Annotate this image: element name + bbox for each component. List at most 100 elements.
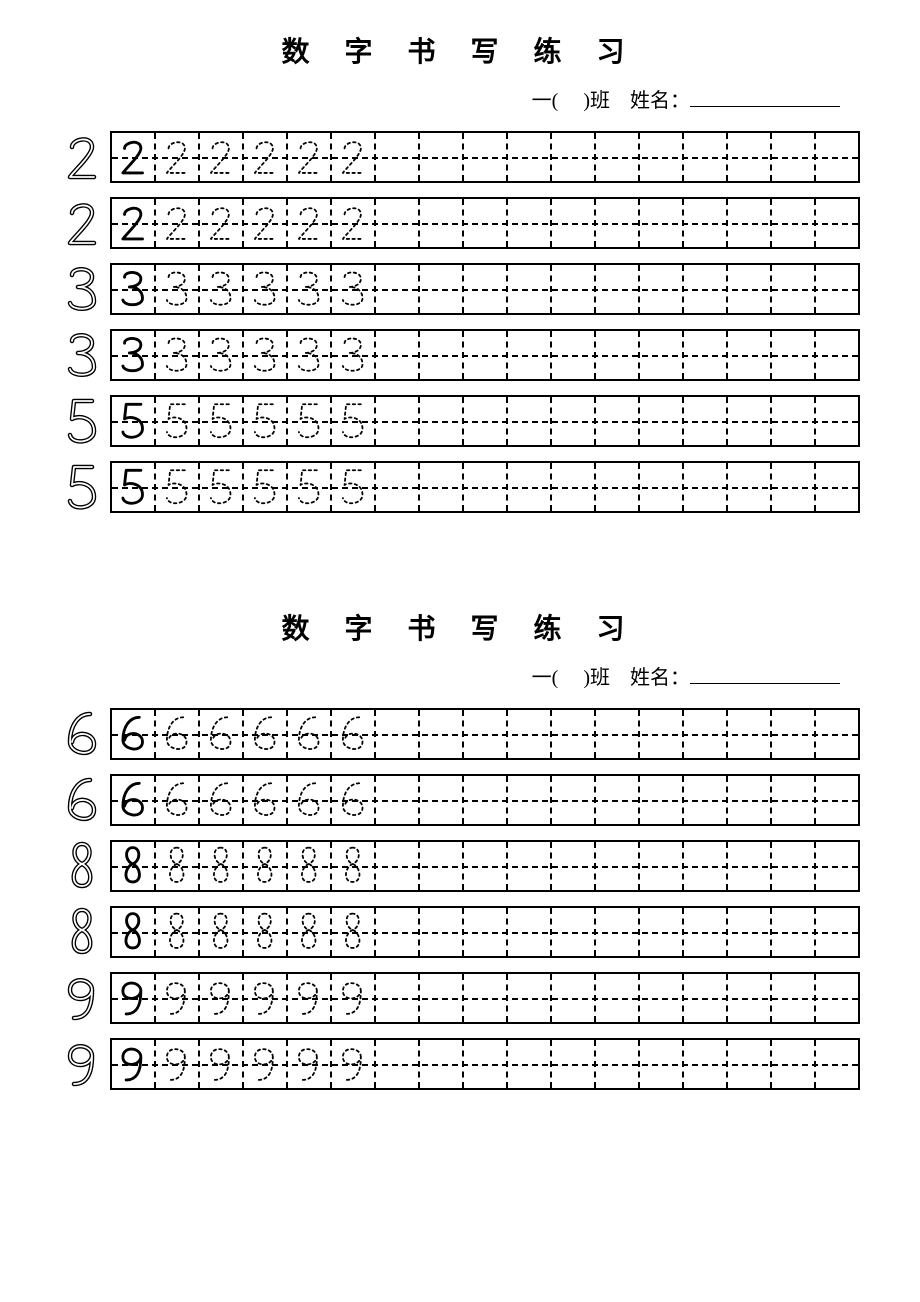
name-blank [690, 87, 840, 107]
grid-cell [596, 199, 640, 247]
practice-row [60, 906, 860, 958]
writing-grid [110, 972, 860, 1024]
grid-cell [552, 1040, 596, 1088]
grid-cell [816, 133, 858, 181]
grid-cell [816, 265, 858, 313]
grid-cell [420, 1040, 464, 1088]
grid-cell [552, 463, 596, 511]
grid-cell [684, 265, 728, 313]
rows-container [60, 131, 860, 513]
grid-cell [376, 199, 420, 247]
example-digit-3 [60, 263, 104, 315]
grid-cell [376, 265, 420, 313]
grid-cell [332, 908, 376, 956]
grid-cell [684, 199, 728, 247]
grid-cell [200, 265, 244, 313]
grid-cell [508, 710, 552, 758]
grid-cell [772, 776, 816, 824]
grid-cell [684, 463, 728, 511]
worksheet-title: 数 字 书 写 练 习 [60, 607, 860, 647]
grid-cell [816, 463, 858, 511]
grid-cell [816, 710, 858, 758]
grid-cell [464, 776, 508, 824]
grid-cell [772, 1040, 816, 1088]
grid-cell [200, 842, 244, 890]
grid-cell [200, 776, 244, 824]
grid-cell [464, 133, 508, 181]
grid-cell [112, 199, 156, 247]
grid-cell [508, 397, 552, 445]
grid-cell [376, 842, 420, 890]
grid-cell [112, 265, 156, 313]
grid-cell [420, 331, 464, 379]
grid-cell [244, 133, 288, 181]
grid-cell [288, 974, 332, 1022]
grid-cell [772, 133, 816, 181]
name-label: 姓名： [630, 667, 690, 689]
grid-cell [772, 710, 816, 758]
grid-cell [596, 1040, 640, 1088]
grid-cell [552, 710, 596, 758]
grid-cell [816, 974, 858, 1022]
example-digit-9 [60, 972, 104, 1024]
grid-cell [552, 908, 596, 956]
grid-cell [508, 199, 552, 247]
grid-cell [728, 397, 772, 445]
writing-grid [110, 197, 860, 249]
grid-cell [376, 776, 420, 824]
grid-cell [288, 776, 332, 824]
grid-cell [244, 974, 288, 1022]
grid-cell [244, 1040, 288, 1088]
grid-cell [684, 397, 728, 445]
grid-cell [332, 265, 376, 313]
grid-cell [156, 710, 200, 758]
grid-cell [288, 710, 332, 758]
worksheet-section: 数 字 书 写 练 习 一( )班 姓名： [0, 577, 920, 1154]
grid-cell [728, 265, 772, 313]
grid-cell [816, 776, 858, 824]
grid-cell [640, 265, 684, 313]
class-prefix: 一( [532, 667, 559, 689]
grid-cell [464, 974, 508, 1022]
grid-cell [156, 133, 200, 181]
example-digit-6 [60, 774, 104, 826]
grid-cell [156, 265, 200, 313]
grid-cell [728, 974, 772, 1022]
writing-grid [110, 840, 860, 892]
grid-cell [508, 133, 552, 181]
grid-cell [200, 199, 244, 247]
example-digit-2 [60, 131, 104, 183]
grid-cell [112, 397, 156, 445]
grid-cell [640, 974, 684, 1022]
grid-cell [156, 199, 200, 247]
grid-cell [332, 133, 376, 181]
rows-container [60, 708, 860, 1090]
grid-cell [200, 974, 244, 1022]
grid-cell [728, 842, 772, 890]
grid-cell [772, 397, 816, 445]
grid-cell [640, 908, 684, 956]
grid-cell [816, 199, 858, 247]
grid-cell [772, 463, 816, 511]
grid-cell [596, 463, 640, 511]
grid-cell [376, 908, 420, 956]
grid-cell [508, 331, 552, 379]
grid-cell [244, 397, 288, 445]
practice-row [60, 972, 860, 1024]
practice-row [60, 197, 860, 249]
grid-cell [464, 397, 508, 445]
grid-cell [640, 1040, 684, 1088]
grid-cell [420, 710, 464, 758]
grid-cell [200, 133, 244, 181]
grid-cell [552, 974, 596, 1022]
grid-cell [200, 1040, 244, 1088]
grid-cell [640, 710, 684, 758]
class-prefix: 一( [532, 90, 559, 112]
grid-cell [200, 331, 244, 379]
grid-cell [420, 199, 464, 247]
grid-cell [288, 842, 332, 890]
grid-cell [772, 908, 816, 956]
grid-cell [772, 265, 816, 313]
grid-cell [420, 397, 464, 445]
grid-cell [684, 842, 728, 890]
